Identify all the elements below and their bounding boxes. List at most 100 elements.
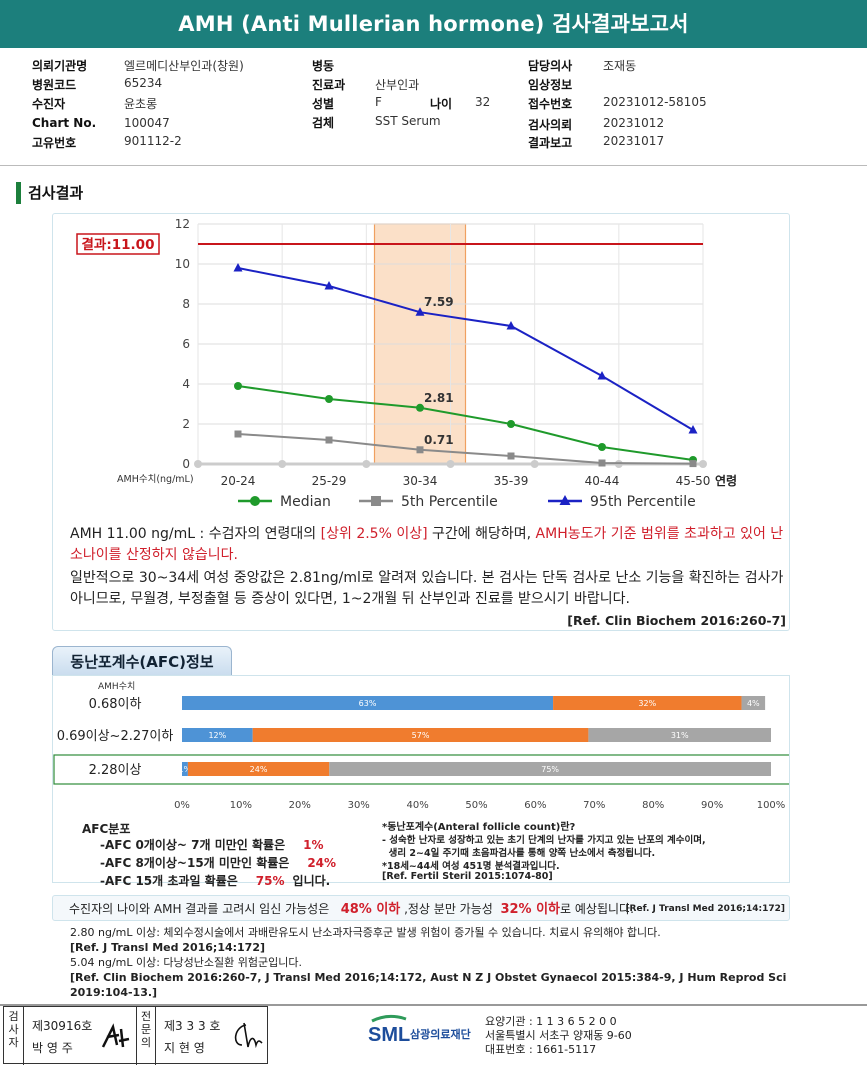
org-name: 삼광의료재단 <box>410 1027 471 1041</box>
y-tick-label: 0 <box>182 457 190 471</box>
interp-highlight: [상위 2.5% 이상] <box>320 526 428 542</box>
info-value: 20231012-58105 <box>603 95 707 109</box>
legend-label: 95th Percentile <box>590 494 696 510</box>
prob-text-c: 로 예상됩니다. <box>560 902 634 916</box>
interp-p2: 일반적으로 30~34세 여성 중앙값은 2.81ng/ml로 알려져 있습니다… <box>70 570 784 607</box>
sml-logo: SML 삼광의료재단 <box>366 1013 486 1052</box>
afc-row-label: 2.28이상 <box>89 763 142 778</box>
afc-bar-segment <box>182 696 554 710</box>
info-label: 검체 <box>312 116 335 130</box>
data-label: 2.81 <box>424 391 454 405</box>
info-value: 산부인과 <box>375 78 420 92</box>
afc-dist-line: -AFC 15개 초과일 확률은 75% 입니다. <box>100 872 330 889</box>
info-label: 성별 <box>312 97 335 111</box>
interpretation: AMH 11.00 ng/mL : 수검자의 연령대의 [상위 2.5% 이상]… <box>70 524 790 610</box>
afc-note-line: *18세~44세 여성 451명 분석결과입니다. <box>382 861 560 872</box>
verifier-signature-icon <box>234 1022 263 1049</box>
afc-dist-line: -AFC 0개이상~ 7개 미만인 확률은 1% <box>100 836 324 853</box>
logo-letters: SML <box>368 1024 410 1046</box>
prob-text-b: ,정상 분만 가능성 <box>404 902 493 916</box>
x-tick-label: 40-44 <box>585 474 620 488</box>
prob-text-a: 수진자의 나이와 AMH 결과를 고려시 임신 가능성은 <box>69 902 330 916</box>
afc-bar-segment <box>182 762 188 776</box>
p95-point <box>233 263 243 272</box>
afc-segment-label: 12% <box>208 731 226 740</box>
p5-point <box>234 430 242 438</box>
afc-x-tick: 20% <box>289 800 311 811</box>
info-label: 담당의사 <box>528 59 573 73</box>
afc-amh-header: AMH수치 <box>98 680 135 692</box>
y-tick-label: 2 <box>182 417 190 431</box>
info-label: 병동 <box>312 59 335 73</box>
org-address-line: 서울특별시 서초구 양재동 9-60 <box>485 1029 632 1042</box>
data-label: 0.71 <box>424 433 454 447</box>
afc-bar-segment <box>741 696 766 710</box>
info-label: Chart No. <box>32 116 97 130</box>
info-value: 901112-2 <box>124 134 182 148</box>
afc-x-tick: 0% <box>174 800 190 811</box>
note-line: 5.04 ng/mL 이상: 다낭성난소질환 위험군입니다. <box>70 956 302 969</box>
afc-tab-title: 동난포계수(AFC)정보 <box>52 646 232 676</box>
y-tick-label: 10 <box>175 257 190 271</box>
afc-note-line: - 성숙한 난자로 성장하고 있는 초기 단계의 난자를 가지고 있는 난포의 … <box>382 835 706 846</box>
legend-marker <box>250 496 260 506</box>
median-point <box>416 403 424 412</box>
y-tick-label: 12 <box>175 217 190 231</box>
x-tick-label: 30-34 <box>403 474 438 488</box>
legend-marker <box>371 496 381 506</box>
median-point <box>325 395 333 403</box>
info-value: F <box>375 95 382 109</box>
afc-dist-suffix: 입니다. <box>292 874 331 888</box>
afc-note-title: *동난포계수(Anteral follicle count)란? <box>382 822 576 833</box>
p95-point <box>688 425 698 434</box>
afc-segment-label: 75% <box>541 765 559 774</box>
afc-bar-segment <box>553 696 742 710</box>
info-value: 엘르메디산부인과(창원) <box>124 59 244 73</box>
x-tick-label: 25-29 <box>312 474 347 488</box>
amh-line-chart: 0 2 4 6 8 10 12 AMH수치(ng/mL) 20-24 25-29 30-34 35-3… <box>76 217 737 510</box>
afc-row-label: 0.68이하 <box>89 697 142 712</box>
afc-dist-text: -AFC 15개 초과일 확률은 <box>100 874 238 888</box>
patient-info: 의뢰기관명 엘르메디산부인과(창원) 병원코드 65234 수진자 윤초롱 Chart No… <box>0 48 867 166</box>
data-label: 7.59 <box>424 295 454 309</box>
section-title: 검사결과 <box>16 182 83 204</box>
p95-point <box>415 307 425 316</box>
afc-segment-label: 57% <box>412 731 430 740</box>
interp-text: AMH 11.00 ng/mL : 수검자의 연령대의 <box>70 526 321 542</box>
verifier-name: 지 현 영 <box>164 1041 205 1055</box>
amh-chart-box: 0 2 4 6 8 10 12 AMH수치(ng/mL) 20-24 25-29 30-34 35-3… <box>52 213 790 631</box>
p5-point <box>507 452 515 460</box>
org-code: 요양기관 : 1 1 3 6 5 2 0 0 <box>485 1015 617 1028</box>
info-value: 20231012 <box>603 116 665 130</box>
inspector-license: 제30916호 <box>32 1019 93 1033</box>
afc-dist-line: -AFC 8개이상~15개 미만인 확률은 24% <box>100 854 336 871</box>
p95-point <box>324 281 334 290</box>
series-line <box>237 433 694 465</box>
inspector-signature-icon <box>101 1023 130 1048</box>
afc-dist-text: -AFC 8개이상~15개 미만인 확률은 <box>100 856 290 870</box>
x-axis-suffix: 연령 <box>715 473 737 488</box>
age-label: 나이 <box>430 97 453 111</box>
info-value: 윤초롱 <box>124 97 158 111</box>
afc-bar-segment <box>182 728 253 742</box>
median-point <box>598 443 606 451</box>
interp-reference: [Ref. Clin Biochem 2016:260-7] <box>567 613 786 628</box>
afc-bar-segment <box>329 762 771 776</box>
y-tick-label: 6 <box>182 337 190 351</box>
afc-box: AMH수치 0.68이하 63% 32% 4% 0.69이상~2.27이하 12% 57% 31… <box>52 675 790 883</box>
note-line: 2.80 ng/mL 이상: 체외수정시술에서 과배란유도시 난소과자극증후군 … <box>70 926 661 939</box>
info-label: 수진자 <box>32 97 66 111</box>
sml-logo-icon: SML 삼광의료재단 <box>368 1014 471 1046</box>
y-tick-label: 4 <box>182 377 190 391</box>
info-value: 조재동 <box>603 59 637 73</box>
afc-x-tick: 30% <box>348 800 370 811</box>
afc-x-tick: 50% <box>465 800 487 811</box>
median-point <box>234 382 242 390</box>
afc-segment-label: 24% <box>250 765 268 774</box>
note-reference: [Ref. J Transl Med 2016;14:172] <box>70 941 266 954</box>
info-label: 진료과 <box>312 78 346 92</box>
prob-pregnancy: 48% 이하 <box>340 902 401 917</box>
